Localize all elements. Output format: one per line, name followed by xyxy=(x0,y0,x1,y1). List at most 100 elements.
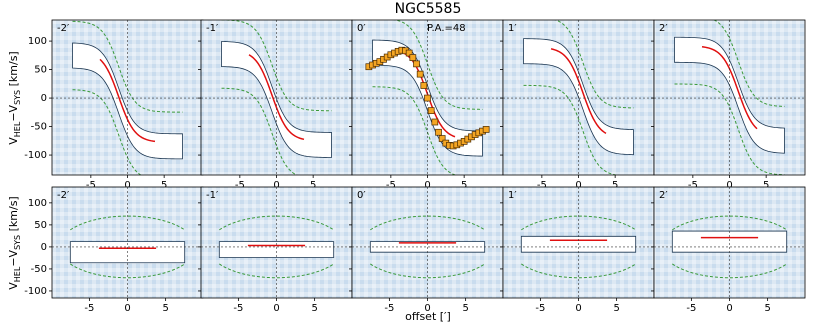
y-tick-label: 50 xyxy=(34,65,47,76)
envelope xyxy=(221,20,332,112)
envelope xyxy=(672,215,787,231)
panel-content xyxy=(201,187,352,298)
y-axis-label: VHEL−VSYS [km/s] xyxy=(7,51,22,144)
panel-label: 1′ xyxy=(508,23,517,34)
panel-content xyxy=(352,187,503,298)
emission-mask xyxy=(221,41,332,158)
x-tick-label: 0 xyxy=(726,303,732,314)
annotation: P.A.=48 xyxy=(427,23,466,34)
x-tick-label: 0 xyxy=(124,303,130,314)
panel-content xyxy=(52,187,203,298)
x-tick-label: -5 xyxy=(535,303,545,314)
emission-mask xyxy=(674,36,785,154)
envelope xyxy=(70,215,185,231)
x-tick-label: 0 xyxy=(273,180,279,191)
point xyxy=(427,107,435,114)
y-tick-label: 50 xyxy=(34,220,47,231)
panel-label: 0′ xyxy=(357,23,366,34)
y-axis-label: VHEL−VSYS [km/s] xyxy=(7,196,22,289)
x-tick-label: 0 xyxy=(424,180,430,191)
x-tick-label: 5 xyxy=(462,303,468,314)
x-tick-label: 5 xyxy=(311,303,317,314)
x-tick-label: 5 xyxy=(613,303,619,314)
x-tick-label: -5 xyxy=(386,180,396,191)
panel-content xyxy=(503,187,654,298)
envelope xyxy=(674,83,785,175)
x-tick-label: -5 xyxy=(537,180,547,191)
envelope xyxy=(713,20,785,107)
panel-content xyxy=(352,20,503,175)
x-tick-label: -5 xyxy=(86,180,96,191)
model-curve xyxy=(248,54,305,141)
panel-label: 2′ xyxy=(659,190,668,201)
point xyxy=(409,54,417,61)
x-tick-label: 5 xyxy=(162,303,168,314)
point xyxy=(424,94,431,102)
envelope xyxy=(70,263,185,279)
panel-label: -2′ xyxy=(57,190,70,201)
panel-label: -1′ xyxy=(206,23,219,34)
envelope xyxy=(672,263,787,279)
x-tick-label: 5 xyxy=(764,303,770,314)
y-tick-label: -100 xyxy=(24,286,47,297)
y-tick-label: -50 xyxy=(31,264,47,275)
x-tick-label: -5 xyxy=(84,303,94,314)
x-tick-label: 5 xyxy=(612,180,618,191)
title: NGC5585 xyxy=(395,1,462,17)
point xyxy=(438,135,446,142)
panel-content xyxy=(654,187,805,298)
y-tick-label: -100 xyxy=(24,150,47,161)
panel: -5 0 5 1′ xyxy=(500,19,655,191)
panel-content xyxy=(201,20,352,175)
point xyxy=(420,82,428,89)
x-tick-label: -5 xyxy=(233,303,243,314)
emission-mask xyxy=(369,241,486,253)
x-tick-label: 0 xyxy=(726,180,732,191)
x-tick-label: 0 xyxy=(273,303,279,314)
panel-label: -1′ xyxy=(206,190,219,201)
panel: -5 0 5 2′ xyxy=(651,19,806,191)
model-curve xyxy=(99,58,156,143)
x-tick-label: -5 xyxy=(235,180,245,191)
point xyxy=(413,60,420,68)
envelope xyxy=(219,215,334,231)
envelope xyxy=(392,20,483,110)
x-tick-label: 0 xyxy=(424,303,430,314)
x-tick-label: 5 xyxy=(763,180,769,191)
point xyxy=(482,126,490,133)
x-axis-label: offset [′] xyxy=(405,310,451,323)
point xyxy=(416,70,424,78)
envelope xyxy=(219,263,334,279)
envelope xyxy=(521,215,636,231)
y-tick-label: 0 xyxy=(41,242,47,253)
point xyxy=(405,49,413,57)
panel-content xyxy=(52,20,203,175)
envelope xyxy=(554,20,634,109)
x-tick-label: 0 xyxy=(124,180,130,191)
envelope xyxy=(521,263,636,279)
envelope xyxy=(370,263,485,279)
x-tick-label: -5 xyxy=(688,180,698,191)
panel-label: 0′ xyxy=(357,190,366,201)
y-tick-label: -50 xyxy=(31,122,47,133)
envelope xyxy=(370,215,485,231)
x-tick-label: 5 xyxy=(310,180,316,191)
panel-label: 2′ xyxy=(659,23,668,34)
panel: -5 0 5 -1′ xyxy=(198,186,353,314)
y-tick-label: 100 xyxy=(28,198,47,209)
x-tick-label: -5 xyxy=(384,303,394,314)
panel: -5 0 5 2′ xyxy=(651,186,806,314)
x-tick-label: 5 xyxy=(461,180,467,191)
model-curve xyxy=(399,50,456,138)
y-tick-label: 100 xyxy=(28,36,47,47)
emission-mask xyxy=(72,42,183,160)
y-tick-label: 0 xyxy=(41,93,47,104)
panel-label: -2′ xyxy=(57,23,70,34)
panel-label: 1′ xyxy=(508,190,517,201)
panel: -5 0 5 0′ xyxy=(349,186,504,314)
panel: -5 0 5 0′ P.A.=48 xyxy=(349,19,504,191)
point xyxy=(431,118,439,126)
